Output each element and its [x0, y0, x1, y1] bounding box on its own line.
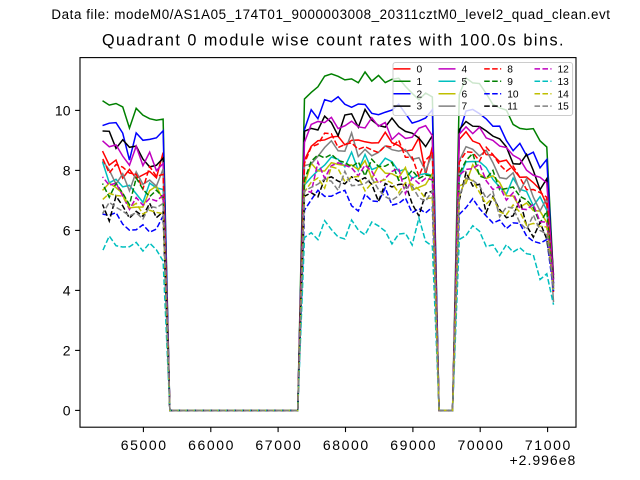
svg-text:2: 2 [417, 89, 423, 100]
svg-text:Quadrant 0 module wise count r: Quadrant 0 module wise count rates with … [102, 32, 565, 50]
svg-text:Data file: modeM0/AS1A05_174T0: Data file: modeM0/AS1A05_174T01_90000030… [51, 7, 610, 22]
svg-text:71000: 71000 [525, 437, 572, 453]
svg-text:15: 15 [558, 102, 570, 113]
svg-text:66000: 66000 [188, 437, 235, 453]
svg-text:69000: 69000 [390, 437, 437, 453]
svg-text:67000: 67000 [255, 437, 302, 453]
svg-text:4: 4 [63, 282, 71, 298]
svg-text:0: 0 [63, 402, 71, 418]
svg-text:2: 2 [63, 342, 71, 358]
svg-text:12: 12 [558, 65, 570, 76]
svg-text:7: 7 [462, 102, 468, 113]
svg-text:8: 8 [63, 162, 71, 178]
svg-text:14: 14 [558, 89, 570, 100]
svg-text:1: 1 [417, 77, 423, 88]
svg-text:6: 6 [462, 89, 468, 100]
svg-text:10: 10 [507, 89, 519, 100]
svg-text:4: 4 [462, 65, 468, 76]
svg-text:11: 11 [507, 102, 518, 113]
svg-text:9: 9 [507, 77, 513, 88]
svg-text:10: 10 [55, 102, 71, 118]
svg-text:8: 8 [507, 65, 513, 76]
svg-text:70000: 70000 [458, 437, 505, 453]
svg-text:3: 3 [417, 102, 423, 113]
svg-text:+2.996e8: +2.996e8 [510, 452, 577, 468]
svg-text:5: 5 [462, 77, 468, 88]
svg-text:0: 0 [417, 65, 423, 76]
svg-text:6: 6 [63, 222, 71, 238]
svg-text:13: 13 [558, 77, 570, 88]
svg-text:65000: 65000 [121, 437, 168, 453]
svg-text:68000: 68000 [323, 437, 370, 453]
